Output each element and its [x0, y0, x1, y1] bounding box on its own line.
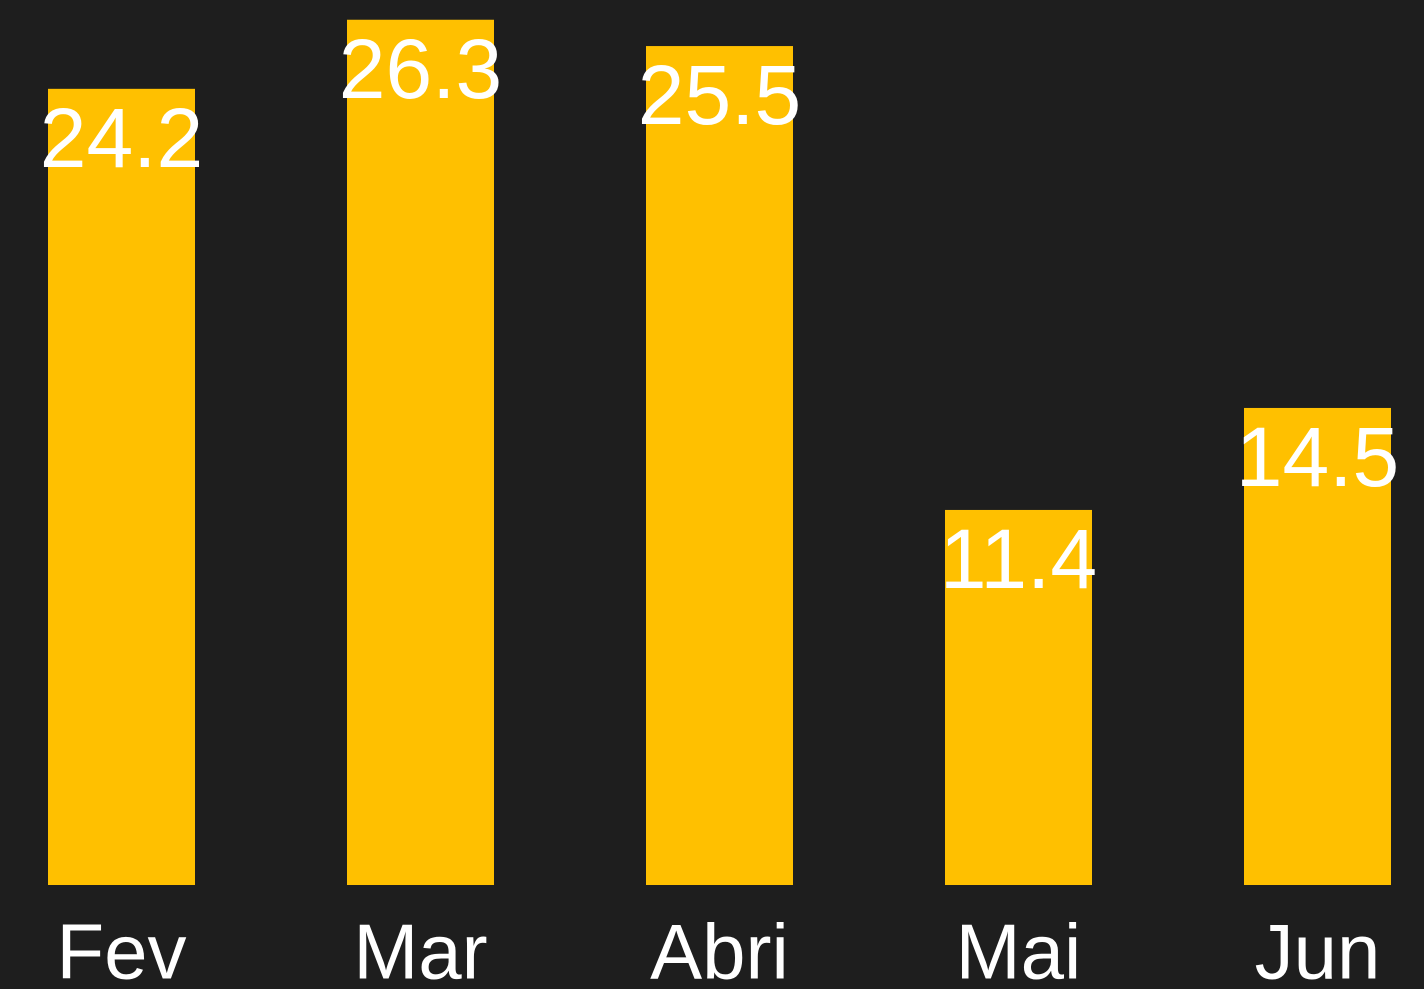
data-label: 25.5 [638, 48, 802, 142]
data-label: 24.2 [40, 91, 204, 185]
data-label: 26.3 [339, 22, 503, 116]
bar [347, 19, 494, 886]
x-tick-label: Fev [56, 908, 186, 989]
bar [48, 88, 195, 886]
bar [646, 46, 793, 886]
bar [1244, 407, 1391, 885]
x-tick-label: Abri [650, 908, 789, 989]
x-tick-label: Mar [353, 908, 487, 989]
x-tick-label: Jun [1255, 908, 1381, 989]
bar [945, 509, 1092, 885]
data-label: 11.4 [940, 512, 1097, 606]
x-tick-label: Mai [956, 908, 1082, 989]
data-label: 14.5 [1236, 410, 1400, 504]
